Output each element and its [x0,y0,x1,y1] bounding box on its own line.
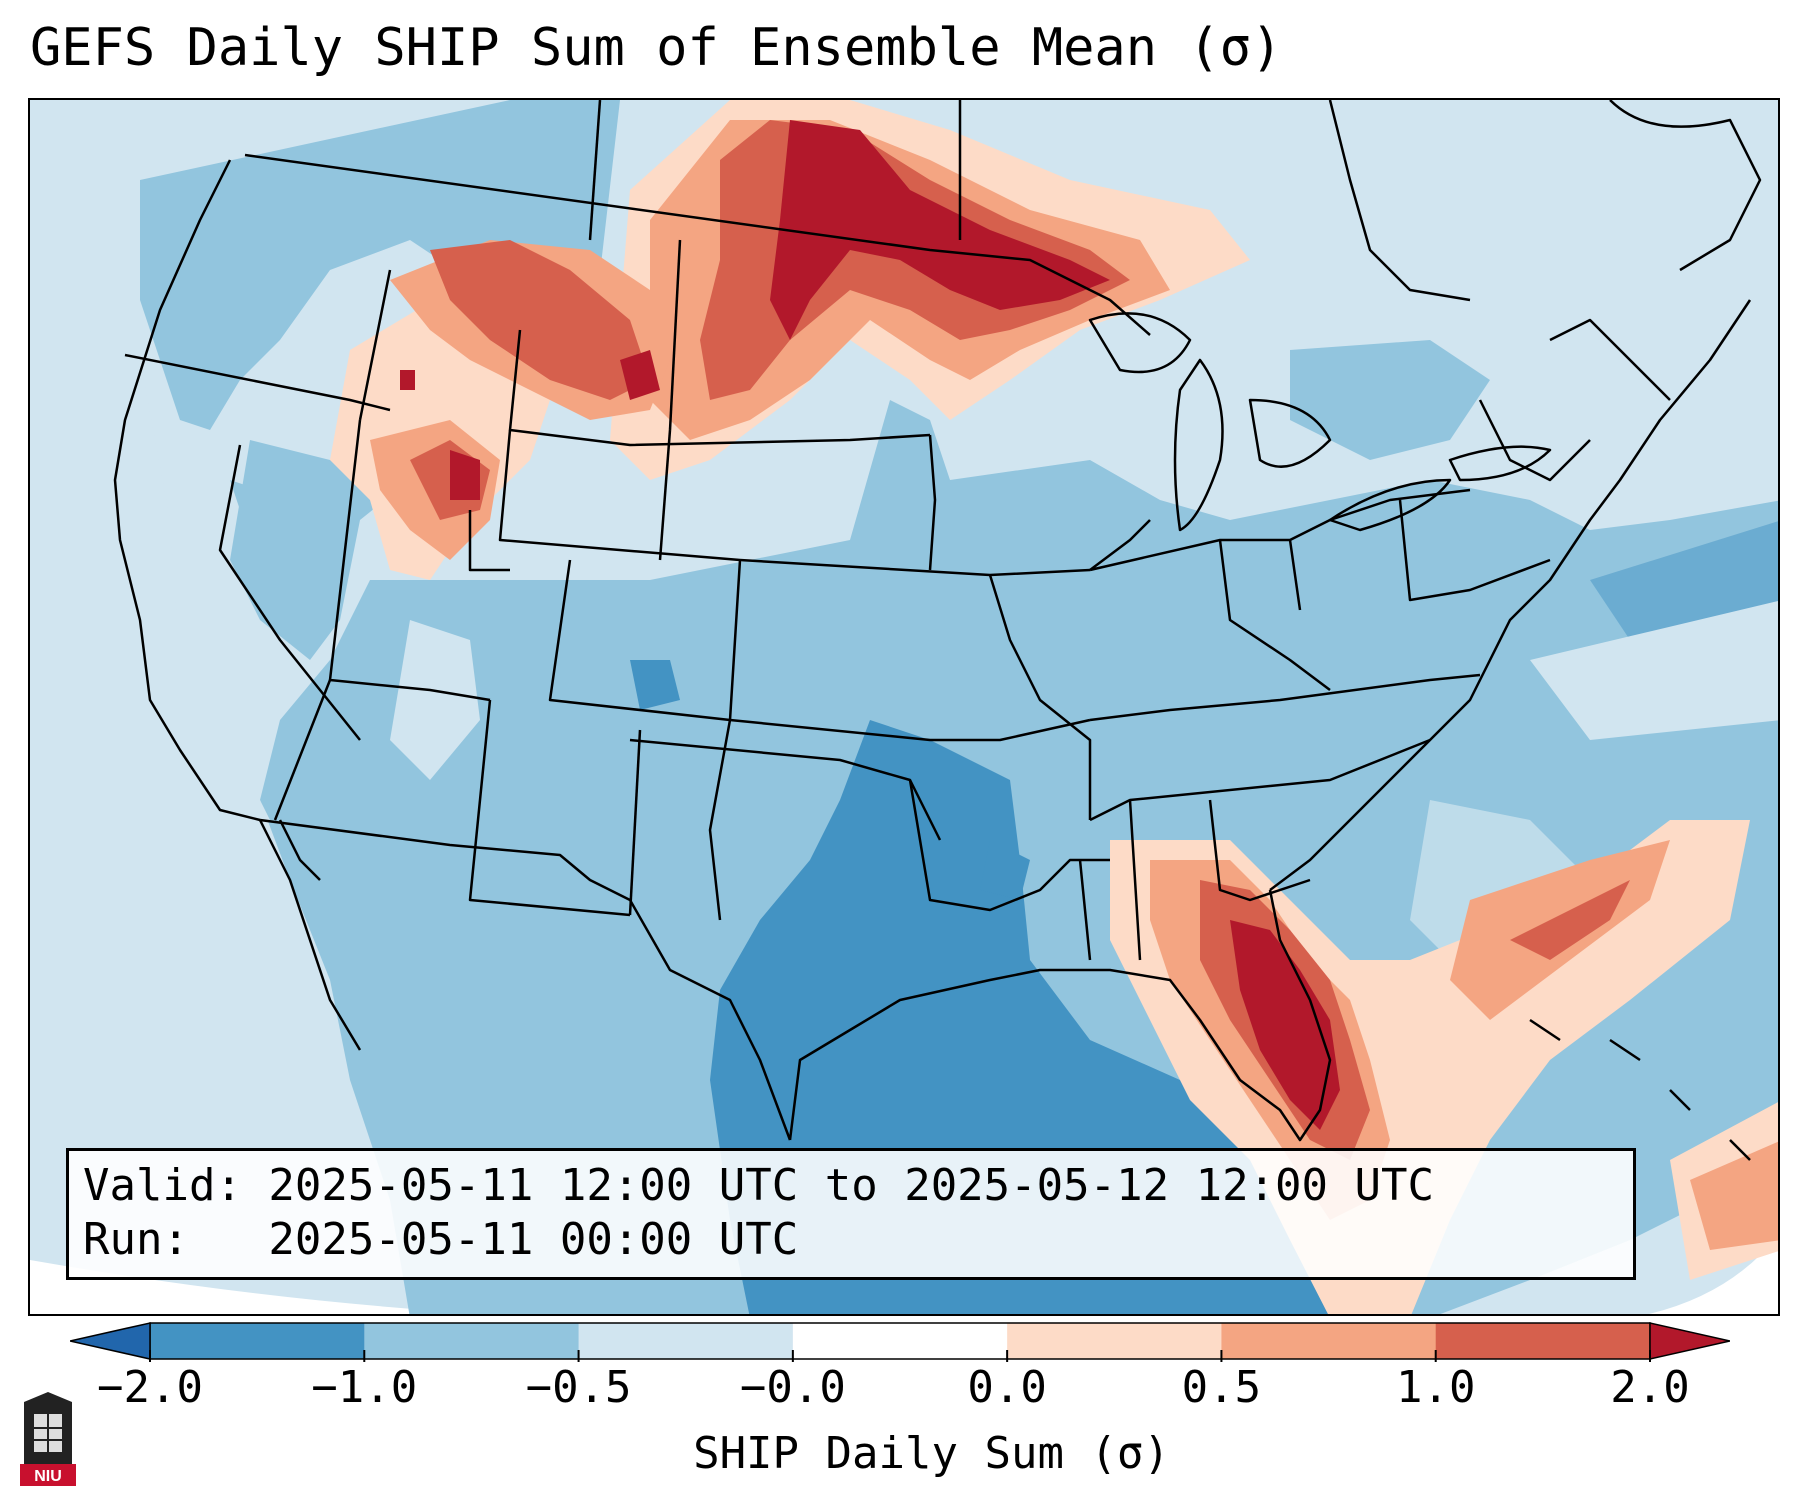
colorbar-tick-label: −0.5 [525,1362,632,1413]
colorbar-tick-label: −1.0 [311,1362,418,1413]
map-svg [30,100,1778,1314]
colorbar-segments [149,1322,1651,1360]
colorbar-segment [150,1323,365,1359]
colorbar [70,1322,1730,1362]
projection-edge-left [30,1260,488,1314]
colorbar-tick-label: −2.0 [97,1362,203,1413]
colorbar-tick-label: 1.0 [1395,1362,1476,1413]
niu-logo: NIU [20,1392,76,1486]
logo-text: NIU [34,1468,62,1485]
colorbar-tick-marks [149,1350,1651,1362]
colorbar-extend-low [70,1322,151,1360]
chart-title: GEFS Daily SHIP Sum of Ensemble Mean (σ) [30,18,1283,78]
very-strong-positive-anomaly-regions [400,120,1340,1130]
boundary-lines [113,100,1762,1161]
colorbar-tick-label: −0.0 [739,1362,846,1413]
colorbar-segment [364,1323,580,1359]
run-time-text: Run: 2025-05-11 00:00 UTC [83,1214,799,1265]
colorbar-segment [792,1323,1008,1359]
colorbar-segment [1435,1323,1651,1359]
valid-run-info-box: Valid: 2025-05-11 12:00 UTC to 2025-05-1… [66,1148,1636,1280]
projection-edge-right [1648,1235,1778,1314]
colorbar-segment [578,1323,794,1359]
map-panel [28,98,1780,1316]
colorbar-tick-label: 2.0 [1610,1362,1690,1413]
colorbar-label: SHIP Daily Sum (σ) [693,1428,1170,1479]
colorbar-segment [1221,1323,1437,1359]
colorbar-extend-high [1649,1322,1730,1360]
colorbar-tick-label: 0.0 [967,1362,1047,1413]
colorbar-segment [1007,1323,1222,1359]
valid-time-text: Valid: 2025-05-11 12:00 UTC to 2025-05-1… [83,1160,1435,1211]
colorbar-tick-label: 0.5 [1181,1362,1262,1413]
